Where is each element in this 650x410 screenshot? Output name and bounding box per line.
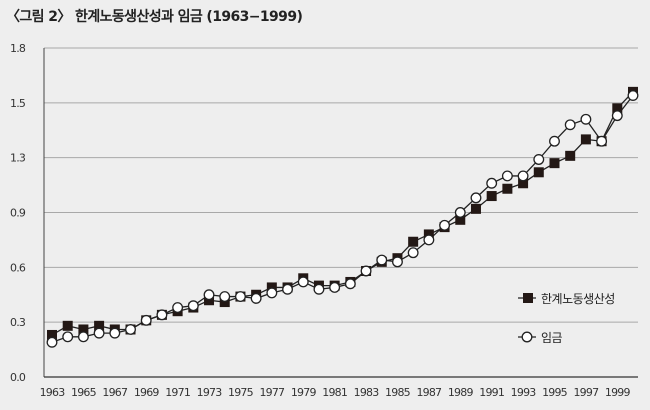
legend-label: 한계노동생산성 — [541, 292, 615, 306]
x-tick-label: 1973 — [197, 386, 223, 399]
data-point-circle — [234, 291, 246, 303]
data-point-square — [62, 320, 73, 331]
data-point-circle — [611, 110, 623, 122]
chart-title: 〈그림 2〉 한계노동생산성과 임금 (1963−1999) — [6, 9, 303, 25]
x-tick-label: 1975 — [228, 386, 254, 399]
data-point-square — [486, 191, 497, 202]
y-tick-label: 0.9 — [10, 207, 26, 220]
x-tick-label: 1967 — [102, 386, 128, 399]
data-point-circle — [376, 254, 388, 266]
legend-label: 임금 — [541, 331, 563, 345]
x-tick-label: 1977 — [259, 386, 285, 399]
x-tick-label: 1979 — [291, 386, 317, 399]
data-point-circle — [187, 300, 199, 312]
data-point-circle — [392, 256, 403, 268]
data-point-square — [518, 178, 529, 189]
data-point-circle — [627, 90, 639, 101]
x-tick-label: 1969 — [134, 386, 160, 399]
y-tick-label: 0.6 — [10, 261, 26, 274]
data-point-square — [580, 134, 591, 145]
data-point-circle — [533, 154, 545, 165]
data-point-circle — [407, 247, 419, 259]
x-tick-label: 1983 — [354, 386, 380, 399]
data-point-circle — [313, 283, 325, 295]
data-point-circle — [266, 287, 278, 299]
x-tick-label: 1985 — [385, 386, 411, 399]
y-tick-label: 0.3 — [10, 316, 26, 329]
data-point-square — [502, 183, 513, 194]
x-tick-label: 1991 — [479, 386, 504, 399]
legend-circle-icon — [521, 331, 533, 343]
data-point-circle — [219, 291, 231, 303]
data-point-circle — [46, 336, 58, 348]
data-point-circle — [125, 324, 136, 335]
data-point-circle — [329, 281, 341, 293]
data-point-square — [470, 203, 481, 214]
data-point-circle — [486, 177, 498, 189]
data-point-circle — [517, 170, 529, 182]
x-tick-label: 1981 — [322, 386, 347, 399]
data-point-square — [266, 282, 277, 293]
data-point-circle — [470, 192, 482, 204]
y-tick-label: 0.0 — [10, 371, 26, 384]
data-point-circle — [250, 292, 262, 304]
y-tick-label: 1.3 — [10, 152, 26, 165]
data-point-square — [204, 295, 215, 306]
x-tick-label: 1971 — [165, 386, 190, 399]
data-point-circle — [109, 327, 121, 339]
data-point-square — [408, 236, 419, 247]
data-point-square — [455, 214, 466, 225]
data-point-circle — [77, 331, 89, 343]
data-point-circle — [93, 327, 105, 339]
data-point-circle — [62, 331, 74, 343]
data-point-circle — [297, 276, 309, 288]
x-tick-label: 1963 — [40, 386, 66, 399]
legend-square-icon — [523, 293, 533, 303]
data-point-circle — [156, 309, 168, 321]
data-point-square — [565, 150, 576, 161]
x-tick-label: 1995 — [542, 386, 568, 399]
data-point-circle — [360, 265, 372, 277]
data-point-square — [78, 324, 89, 335]
data-point-circle — [172, 302, 184, 313]
y-tick-label: 1.5 — [10, 97, 26, 110]
data-point-circle — [439, 219, 451, 231]
data-point-circle — [454, 207, 466, 218]
data-point-circle — [282, 283, 293, 295]
data-point-circle — [501, 170, 513, 182]
data-point-circle — [596, 135, 608, 147]
x-tick-label: 1993 — [511, 386, 537, 399]
x-tick-label: 1987 — [416, 386, 442, 399]
x-tick-label: 1989 — [448, 386, 474, 399]
data-point-square — [219, 297, 230, 308]
data-point-square — [549, 158, 560, 169]
x-tick-label: 1965 — [71, 386, 97, 399]
data-point-circle — [203, 289, 215, 301]
data-point-square — [47, 329, 57, 340]
data-point-square — [533, 167, 544, 178]
data-point-circle — [140, 314, 152, 326]
data-point-circle — [564, 119, 576, 131]
x-tick-label: 1997 — [573, 386, 599, 399]
data-point-square — [423, 229, 434, 240]
data-point-square — [612, 103, 623, 114]
y-tick-label: 1.8 — [10, 42, 26, 55]
x-tick-label: 1999 — [605, 386, 631, 399]
data-point-circle — [549, 135, 560, 147]
data-point-circle — [580, 113, 592, 125]
data-point-circle — [344, 278, 356, 290]
data-point-circle — [423, 234, 435, 246]
data-point-square — [94, 320, 105, 331]
